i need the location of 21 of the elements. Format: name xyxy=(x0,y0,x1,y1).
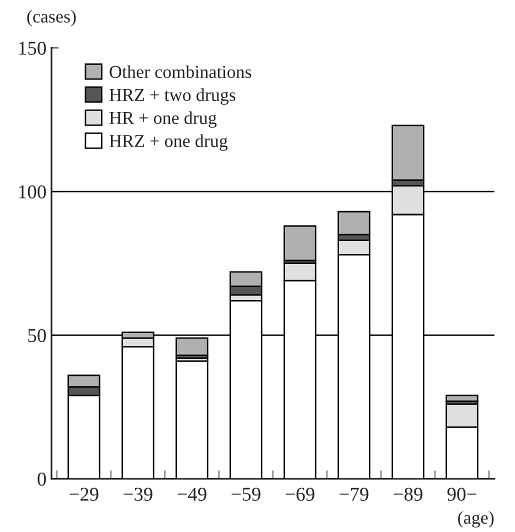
x-tick-label: −69 xyxy=(286,488,314,501)
x-tick-label: −59 xyxy=(232,488,260,501)
bar xyxy=(176,360,208,479)
x-tick-label: −49 xyxy=(178,488,206,501)
y-tick-label: 50 xyxy=(28,328,46,342)
x-tick-label: −89 xyxy=(394,488,422,501)
y-axis-title: (cases) xyxy=(27,10,76,26)
x-axis-title: (age) xyxy=(458,511,494,528)
bar xyxy=(446,394,478,402)
y-tick-label: 150 xyxy=(19,42,46,55)
x-tick-label: −29 xyxy=(70,488,98,501)
legend-label: HRZ + two drugs xyxy=(109,88,236,105)
x-tick-label: 90− xyxy=(447,488,476,501)
y-tick-label: 100 xyxy=(19,185,46,198)
bar xyxy=(284,225,316,262)
y-tick-label: 0 xyxy=(38,472,46,486)
x-tick-label: −39 xyxy=(124,488,152,501)
legend-label: Other combinations xyxy=(110,65,252,78)
legend-label: HRZ + one drug xyxy=(109,134,228,151)
legend-label: HR + one drug xyxy=(109,111,217,128)
x-tick-label: −79 xyxy=(340,488,368,501)
